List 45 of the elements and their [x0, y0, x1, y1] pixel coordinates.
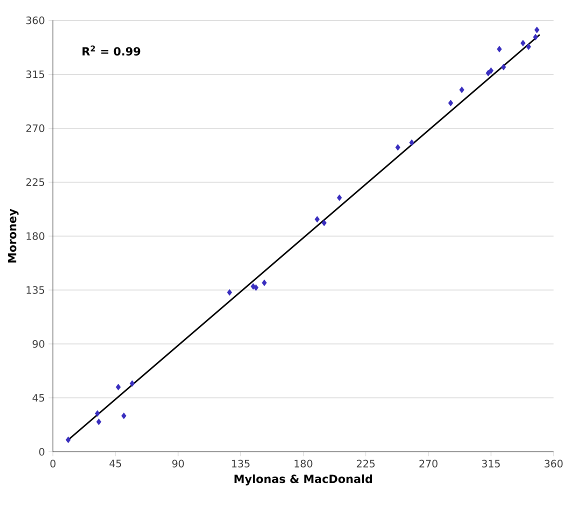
point [501, 64, 506, 70]
x-tick-label: 45 [110, 460, 122, 468]
x-tick-label: 0 [50, 460, 56, 468]
point [448, 100, 454, 106]
annotation: R$^{2}$ = 0.99 [82, 46, 140, 56]
point [336, 194, 342, 202]
point [534, 26, 540, 34]
point [116, 384, 121, 390]
y-tick-label: 270 [26, 124, 44, 132]
point [314, 216, 320, 223]
x-tick-label: 360 [544, 460, 563, 468]
y-tick-label: 90 [32, 340, 44, 348]
point [253, 284, 258, 291]
point [94, 410, 100, 417]
point [322, 220, 327, 226]
y-tick-label: 45 [32, 394, 44, 402]
point [488, 68, 494, 74]
point [459, 86, 464, 94]
x-tick-label: 225 [356, 460, 375, 468]
x-tick-label: 180 [294, 460, 312, 468]
y-axis-title: Moroney [8, 208, 19, 263]
point [262, 280, 267, 286]
point [409, 139, 414, 146]
point [130, 380, 135, 387]
y-tick-label: 180 [26, 232, 44, 240]
x-tick-label: 315 [482, 460, 500, 468]
point [496, 46, 502, 52]
y-tick-label: 135 [26, 286, 44, 294]
point [227, 289, 232, 296]
x-tick-label: 135 [232, 460, 250, 468]
y-tick-label: 360 [26, 16, 44, 24]
point [96, 418, 102, 426]
y-tick-label: 225 [26, 178, 44, 186]
point [395, 144, 400, 151]
point [520, 40, 526, 46]
point [66, 436, 71, 444]
point [486, 70, 491, 76]
y-tick-label: 0 [39, 448, 44, 456]
x-axis-title: Mylonas & MacDonald [234, 474, 372, 486]
point [121, 412, 126, 420]
y-tick-label: 315 [26, 70, 44, 78]
x-tick-label: 90 [172, 460, 184, 468]
x-tick-label: 270 [419, 460, 438, 468]
point [533, 34, 538, 40]
point [526, 44, 532, 50]
